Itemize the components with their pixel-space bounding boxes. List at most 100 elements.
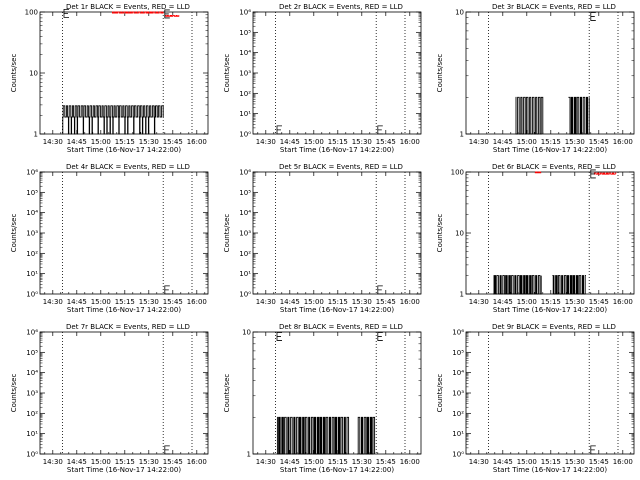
x-tick-label: 16:00: [187, 458, 207, 466]
x-tick-label: 14:45: [493, 138, 513, 146]
y-tick-label: 1: [460, 291, 464, 299]
chart-title: Det 8r BLACK = Events, RED = LLD: [279, 323, 403, 331]
x-tick-label: 15:15: [328, 298, 348, 306]
plot-frame: [465, 11, 635, 135]
y-tick-label: 10⁵: [239, 189, 251, 197]
y-tick-label: 10⁰: [26, 291, 38, 299]
chart-panel-8: Det 8r BLACK = Events, RED = LLD 14:30 14:…: [223, 323, 422, 474]
series-lld-trace: [111, 11, 164, 14]
x-tick-label: 14:45: [280, 458, 300, 466]
y-tick-label: 10⁵: [452, 349, 464, 357]
y-tick-label: 10: [29, 70, 38, 78]
x-tick-label: 15:00: [304, 458, 324, 466]
series-lld-trace: [164, 14, 180, 17]
x-tick-label: 15:30: [352, 458, 372, 466]
plot-frame: [39, 171, 209, 295]
x-tick-label: 16:00: [613, 458, 633, 466]
x-tick-label: 14:30: [469, 298, 489, 306]
y-tick-label: 100: [451, 169, 464, 177]
x-tick-label: 14:30: [43, 458, 63, 466]
y-tick-label: 10⁰: [239, 131, 251, 139]
x-tick-label: 14:30: [469, 458, 489, 466]
y-tick-label: 10: [455, 230, 464, 238]
interval-marker: [276, 332, 282, 341]
x-tick-label: 15:30: [565, 138, 585, 146]
x-tick-label: 15:00: [91, 298, 111, 306]
x-axis-label: Start Time (16-Nov-17 14:22:00): [493, 306, 607, 314]
interval-marker: [377, 125, 383, 135]
x-tick-label: 14:30: [469, 138, 489, 146]
x-tick-label: 15:45: [589, 138, 609, 146]
x-axis-label: Start Time (16-Nov-17 14:22:00): [493, 466, 607, 474]
y-tick-label: 10³: [239, 230, 251, 238]
x-tick-label: 16:00: [400, 138, 420, 146]
y-axis-label: Counts/sec: [436, 214, 444, 253]
y-tick-label: 10²: [239, 90, 251, 98]
x-tick-label: 15:45: [376, 298, 396, 306]
chart-panel-7: Det 7r BLACK = Events, RED = LLD 14:30 14:…: [10, 323, 209, 474]
y-tick-label: 1: [34, 131, 38, 139]
series-events-trace: [62, 105, 156, 135]
y-tick-label: 10⁰: [452, 451, 464, 459]
x-tick-label: 15:45: [163, 138, 183, 146]
x-axis-label: Start Time (16-Nov-17 14:22:00): [493, 146, 607, 154]
y-tick-label: 10⁵: [26, 189, 38, 197]
chart-title: Det 4r BLACK = Events, RED = LLD: [66, 163, 190, 171]
plot-frame: [465, 331, 635, 455]
chart-title: Det 6r BLACK = Events, RED = LLD: [492, 163, 616, 171]
series-lld-trace: [534, 171, 542, 174]
x-axis-label: Start Time (16-Nov-17 14:22:00): [67, 146, 181, 154]
x-axis-label: Start Time (16-Nov-17 14:22:00): [280, 146, 394, 154]
plot-frame: [39, 331, 209, 455]
x-tick-label: 16:00: [187, 298, 207, 306]
x-tick-label: 15:15: [115, 138, 135, 146]
x-tick-label: 15:45: [589, 458, 609, 466]
chart-title: Det 3r BLACK = Events, RED = LLD: [492, 3, 616, 11]
interval-marker: [377, 332, 383, 341]
interval-marker: [63, 8, 69, 18]
series-events-trace: [357, 416, 376, 455]
interval-marker: [164, 285, 170, 295]
plot-frame: [465, 171, 635, 295]
y-axis-label: Counts/sec: [436, 54, 444, 93]
interval-marker: [590, 12, 596, 21]
y-tick-label: 10³: [26, 230, 38, 238]
y-tick-label: 100: [25, 9, 38, 17]
chart-title: Det 9r BLACK = Events, RED = LLD: [492, 323, 616, 331]
y-tick-label: 10⁴: [239, 209, 251, 217]
chart-title: Det 5r BLACK = Events, RED = LLD: [279, 163, 403, 171]
x-tick-label: 15:00: [517, 458, 537, 466]
y-tick-label: 10³: [239, 70, 251, 78]
x-axis-label: Start Time (16-Nov-17 14:22:00): [280, 466, 394, 474]
y-tick-label: 10⁴: [26, 369, 38, 377]
x-tick-label: 16:00: [400, 298, 420, 306]
chart-title: Det 2r BLACK = Events, RED = LLD: [279, 3, 403, 11]
y-tick-label: 10¹: [239, 270, 251, 278]
x-tick-label: 14:30: [256, 298, 276, 306]
x-tick-label: 14:30: [256, 458, 276, 466]
x-tick-label: 14:45: [493, 298, 513, 306]
y-axis-label: Counts/sec: [223, 214, 231, 253]
x-tick-label: 15:30: [139, 138, 159, 146]
x-tick-label: 15:15: [115, 458, 135, 466]
chart-panel-1: Det 1r BLACK = Events, RED = LLD 14:30 14:…: [10, 3, 209, 154]
y-tick-label: 1: [247, 451, 251, 459]
x-tick-label: 14:45: [280, 298, 300, 306]
x-tick-label: 14:45: [67, 298, 87, 306]
y-axis-label: Counts/sec: [10, 54, 18, 93]
chart-panel-2: Det 2r BLACK = Events, RED = LLD 14:30 14:…: [223, 3, 422, 154]
y-tick-label: 10⁶: [26, 169, 38, 177]
series-events-trace: [493, 275, 542, 295]
interval-marker: [590, 445, 596, 455]
x-tick-label: 15:00: [517, 138, 537, 146]
y-axis-label: Counts/sec: [436, 374, 444, 413]
x-tick-label: 14:45: [67, 458, 87, 466]
x-tick-label: 14:45: [67, 138, 87, 146]
interval-marker: [590, 169, 596, 179]
x-tick-label: 15:45: [376, 458, 396, 466]
y-tick-label: 10⁴: [26, 209, 38, 217]
y-tick-label: 10¹: [452, 430, 464, 438]
x-tick-label: 15:30: [565, 298, 585, 306]
x-tick-label: 15:30: [352, 298, 372, 306]
